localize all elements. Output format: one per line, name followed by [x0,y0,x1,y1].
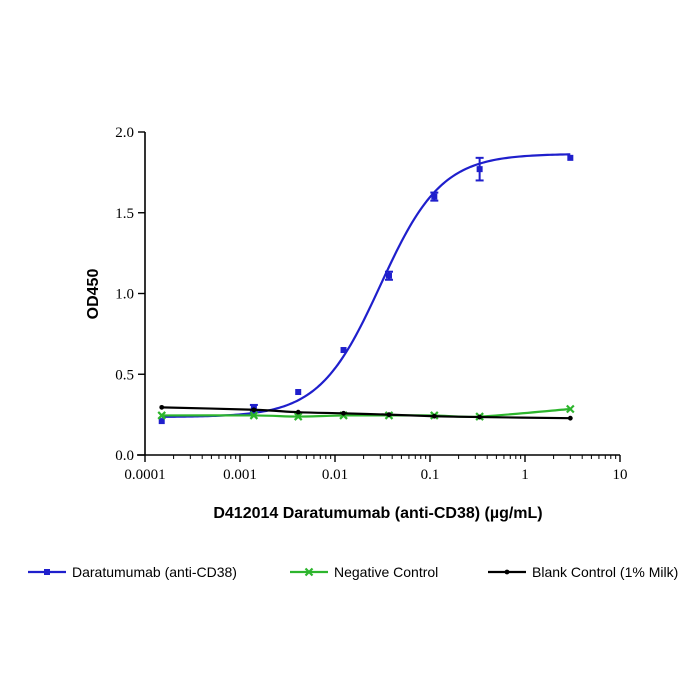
marker-stroke [293,412,303,421]
marker-stroke [157,411,167,420]
data-point [304,567,314,577]
y-tick-label: 1.5 [115,206,134,222]
x-tick-label: 0.001 [223,467,257,483]
series-0 [158,153,574,425]
y-axis-title: OD450 [85,269,102,320]
marker-stroke [566,404,575,414]
data-point [157,411,167,420]
data-point [566,404,575,414]
marker-stroke [249,411,259,420]
data-point [293,412,303,421]
data-point [249,411,259,420]
data-point [431,193,438,200]
data-point [158,418,165,425]
x-tick-label: 0.0001 [124,467,165,483]
data-point [385,272,392,279]
data-point [567,415,573,421]
data-point [295,389,302,396]
series-line [161,153,571,418]
data-point [504,569,510,575]
legend-label: Negative Control [334,564,438,580]
x-tick-label: 0.01 [322,467,348,483]
axes: 0.0 0.5 1.0 1.5 2.0 0.0001 0.001 0.01 0.1 1 10 [115,125,627,483]
y-tick-label: 0.5 [115,367,134,383]
x-axis-title: D412014 Daratumumab (anti-CD38) (µg/mL) [213,505,542,522]
data-point [44,569,50,575]
data-point [431,413,437,419]
marker-stroke [304,567,314,577]
y-tick-label: 0.0 [115,448,134,464]
series-layer [157,153,575,425]
legend-label: Blank Control (1% Milk) [532,564,678,580]
x-tick-label: 10 [613,467,628,483]
x-tick-label: 0.1 [421,467,440,483]
data-point [477,414,483,420]
data-point [251,407,257,413]
legend-item-0: Daratumumab (anti-CD38) [28,564,237,580]
series-2 [159,404,573,421]
data-point [386,412,392,418]
legend-item-1: Negative Control [290,564,438,580]
legend: Daratumumab (anti-CD38) Negative Control B… [28,564,678,580]
data-point [295,409,301,415]
y-tick-label: 2.0 [115,125,134,141]
legend-item-2: Blank Control (1% Milk) [488,564,678,580]
x-tick-label: 1 [521,467,529,483]
data-point [476,166,483,173]
data-point [159,404,165,410]
data-point [340,347,347,354]
y-tick-label: 1.0 [115,287,134,303]
data-point [341,410,346,416]
data-point [567,154,574,161]
legend-label: Daratumumab (anti-CD38) [72,564,237,580]
